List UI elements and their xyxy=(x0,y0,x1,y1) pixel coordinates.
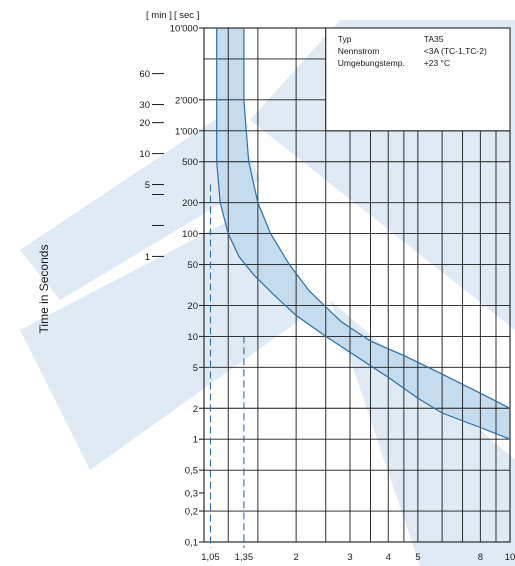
y-tick-label: 50 xyxy=(187,260,198,271)
y-tick-label: 0,3 xyxy=(185,488,198,499)
x-axis-ticks: 1,05 1,35 2 3 4 5 8 10 xyxy=(201,552,515,563)
y-tick-label: 200 xyxy=(182,198,198,209)
y-axis-label: Time in Seconds xyxy=(37,245,51,334)
minute-tick-label: 10 xyxy=(139,149,150,160)
info-box: Typ TA35 Nennstrom <3A (TC-1,TC-2) Umgebungs… xyxy=(325,27,511,132)
y-tick-label: 0,2 xyxy=(185,507,198,518)
y-tick-label: 0,5 xyxy=(185,466,198,477)
unit-label-sec: [ sec ] xyxy=(174,10,199,21)
y-axis-ticks: 10'000 2'000 1'000 500 200 100 50 20 10 5 2 1 0,5 0,3… xyxy=(170,24,204,549)
y-tick-label: 10 xyxy=(187,332,198,343)
minute-axis-ticks: 60 30 20 10 5 1 xyxy=(139,69,164,263)
y-tick-label: 10'000 xyxy=(170,24,198,35)
unit-label-min: [ min ] xyxy=(146,10,172,21)
curve-upper xyxy=(243,28,511,409)
y-tick-label: 5 xyxy=(193,363,198,374)
y-tick-label: 100 xyxy=(182,229,198,240)
minute-tick-label: 20 xyxy=(139,118,150,129)
info-value: TA35 xyxy=(424,34,444,44)
info-label: Umgebungstemp. xyxy=(338,58,405,68)
x-tick-label: 1,35 xyxy=(235,552,254,563)
curve-lower xyxy=(216,28,511,440)
y-tick-label: 1'000 xyxy=(175,126,198,137)
minute-tick-label: 5 xyxy=(145,180,150,191)
info-label: Nennstrom xyxy=(338,46,380,56)
x-tick-label: 2 xyxy=(293,552,298,563)
y-tick-label: 20 xyxy=(187,301,198,312)
y-tick-label: 2'000 xyxy=(175,95,198,106)
minute-tick-label: 60 xyxy=(139,69,150,80)
x-tick-label: 10 xyxy=(505,552,515,563)
reference-lines xyxy=(209,184,245,548)
watermark-shape xyxy=(20,110,260,300)
minute-tick-label: 30 xyxy=(139,100,150,111)
x-tick-label: 5 xyxy=(415,552,420,563)
y-tick-label: 2 xyxy=(193,404,198,415)
minute-tick-label: 1 xyxy=(145,252,150,263)
curves xyxy=(216,28,511,440)
x-tick-label: 8 xyxy=(478,552,483,563)
x-tick-label: 4 xyxy=(386,552,391,563)
info-value: <3A (TC-1,TC-2) xyxy=(424,46,487,56)
info-label: Typ xyxy=(338,34,352,44)
y-tick-label: 0,1 xyxy=(185,538,198,549)
info-value: +23 °C xyxy=(424,58,450,68)
y-tick-label: 500 xyxy=(182,157,198,168)
info-box-frame xyxy=(325,27,511,132)
x-tick-label: 3 xyxy=(347,552,352,563)
y-tick-label: 1 xyxy=(193,435,198,446)
x-tick-label: 1,05 xyxy=(201,552,220,563)
watermark-shape xyxy=(20,210,300,470)
